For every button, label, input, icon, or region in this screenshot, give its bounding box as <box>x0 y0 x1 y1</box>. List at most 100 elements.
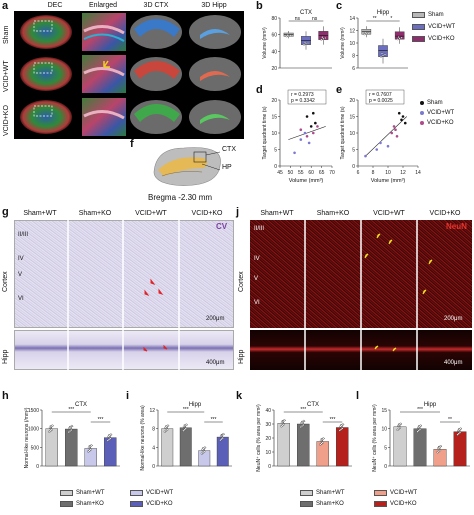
y-tick-label: 20 <box>265 436 271 442</box>
y-tick-label: 10 <box>271 131 277 137</box>
sig-label: ns <box>295 16 301 22</box>
data-point <box>384 53 386 56</box>
data-point <box>109 433 112 436</box>
x-tick-label: 8 <box>372 170 375 176</box>
chart-l-hipp-neun: 0 5 10 15 Hipp NeuN⁺ cells (% area per mm²) **… <box>372 402 470 472</box>
y-tick-label: 15 <box>381 408 387 414</box>
j-col-header-sham-ko: Sham+KO <box>316 210 350 217</box>
bar <box>198 450 211 467</box>
row-label-vcid-ko: VCID+KO <box>3 105 10 136</box>
legend-item-vcid-ko: VCID+KO <box>420 120 454 126</box>
y-tick-label: 10 <box>381 427 387 433</box>
chart-h-ctx-neurons: 0 500 1000 1500 CTX Normal-like neurons (/mm²… <box>24 402 120 470</box>
chart-b-ctx-volume: 20 40 60 80 CTX Volume (mm³) ns ns <box>262 10 332 72</box>
data-point <box>50 428 53 431</box>
j-layer-iv: IV <box>254 256 260 262</box>
y-tick-label: 30 <box>265 422 271 428</box>
legend-label: VCID+WT <box>427 110 455 116</box>
x-tick-label: 55 <box>298 170 304 176</box>
legend-item-sham-ko: Sham+KO <box>300 501 344 507</box>
neun-column-dividers <box>250 220 472 370</box>
data-point <box>395 135 399 138</box>
data-point <box>390 131 394 135</box>
data-point <box>418 428 422 431</box>
panel-label-l: l <box>356 390 360 402</box>
data-point <box>400 36 403 39</box>
legend-swatch <box>60 490 73 496</box>
bregma-caption: Bregma -2.30 mm <box>148 193 213 202</box>
chart-i-hipp-neurons: 0 4 8 12 Hipp Normal-like neurons (% area) ***… <box>140 402 232 471</box>
col-header-3d-ctx: 3D CTX <box>143 2 169 9</box>
x-tick-label: 6 <box>357 170 360 176</box>
y-axis-label: Normal-like neurons (% area) <box>140 405 146 471</box>
legend-item-sham-ko: Sham+KO <box>60 501 104 507</box>
data-point <box>392 125 396 128</box>
data-point <box>203 446 206 449</box>
y-tick-label: 1500 <box>28 408 39 414</box>
data-point <box>311 131 315 135</box>
y-tick-label: 0 <box>352 164 355 170</box>
data-point <box>304 41 306 44</box>
cv-hipp-image <box>14 330 234 370</box>
y-tick-label: 10 <box>349 41 355 47</box>
data-point <box>305 135 309 138</box>
sig-label: ** <box>373 16 377 22</box>
data-point <box>302 419 305 423</box>
y-tick-label: 5 <box>274 148 277 154</box>
bar <box>84 448 97 467</box>
bar <box>297 423 310 467</box>
legend-label: VCID+KO <box>427 120 454 126</box>
data-point <box>51 424 54 427</box>
data-point <box>400 118 403 122</box>
data-point <box>222 432 225 436</box>
y-tick-label: 5 <box>384 445 387 451</box>
legend-label: Sham+KO <box>316 501 344 507</box>
j-region-cortex: Cortex <box>238 271 245 292</box>
legend-swatch <box>412 12 425 18</box>
y-tick-label: 40 <box>271 49 277 55</box>
j-scalebar-400: 400μm <box>444 360 463 366</box>
data-point <box>70 428 73 432</box>
data-point <box>311 111 315 115</box>
col-header-enlarged: Enlarged <box>88 2 118 9</box>
panel-label-e: e <box>336 84 343 96</box>
y-tick-label: 0 <box>384 464 387 470</box>
bar <box>65 428 78 467</box>
data-point <box>375 148 379 151</box>
g-layer-ii-iii: II/III <box>18 232 29 238</box>
data-point <box>203 450 206 453</box>
legend-swatch <box>374 501 387 507</box>
legend-hi: Sham+WT VCID+WT Sham+KO VCID+KO <box>60 490 230 514</box>
legend-kl: Sham+WT VCID+WT Sham+KO VCID+KO <box>300 490 470 514</box>
g-col-header-vcid-wt: VCID+WT <box>135 210 167 217</box>
data-point <box>299 128 303 131</box>
x-tick-label: 10 <box>385 170 391 176</box>
legend-swatch <box>130 501 143 507</box>
legend-label: VCID+WT <box>390 490 418 496</box>
bar <box>161 428 174 467</box>
y-tick-label: 0 <box>268 464 271 470</box>
j-col-header-vcid-wt: VCID+WT <box>373 210 405 217</box>
y-tick-label: 4 <box>152 445 155 451</box>
x-tick-label: 70 <box>329 170 335 176</box>
row-label-sham: Sham <box>3 25 10 44</box>
legend-label: Sham+WT <box>76 490 105 496</box>
box <box>378 45 388 57</box>
cv-stain-label: CV <box>216 222 228 231</box>
data-point <box>438 449 442 452</box>
col-header-3d-hipp: 3D Hipp <box>201 2 227 9</box>
bar <box>336 427 349 467</box>
data-point <box>398 37 401 40</box>
data-point <box>394 128 397 131</box>
j-scalebar-200: 200μm <box>444 316 463 322</box>
data-point <box>316 125 319 128</box>
y-tick-label: 60 <box>271 33 277 39</box>
legend-item-sham: Sham <box>420 100 443 106</box>
data-point <box>283 419 286 422</box>
legend-swatch <box>60 501 73 507</box>
schematic-label-hp: HP <box>222 164 232 171</box>
legend-label: Sham <box>428 12 444 18</box>
x-axis-label: Volume (mm³) <box>371 178 406 184</box>
j-col-header-vcid-ko: VCID+KO <box>429 210 461 217</box>
g-layer-iv: IV <box>18 256 24 262</box>
